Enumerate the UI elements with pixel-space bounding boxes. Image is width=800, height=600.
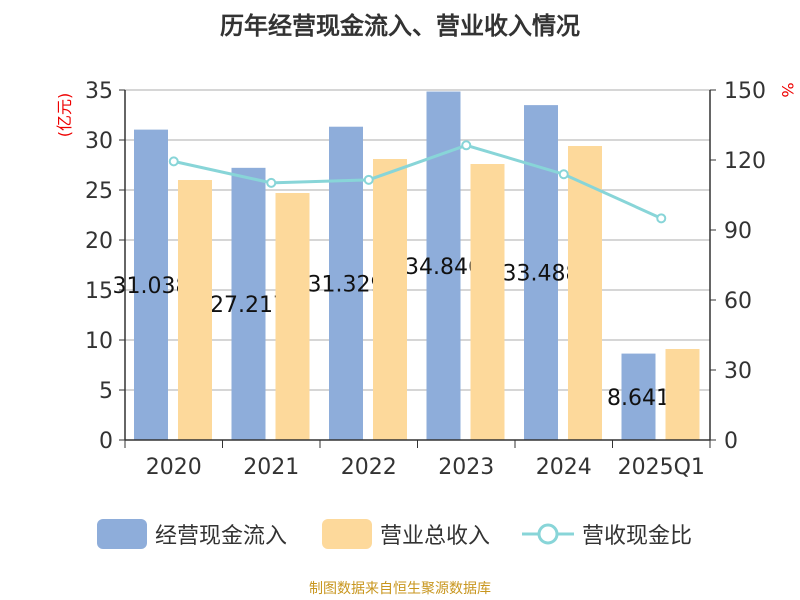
bar-revenue — [373, 159, 407, 440]
bar-revenue — [275, 193, 310, 440]
ratio-point — [461, 140, 472, 151]
bar-cash-inflow — [231, 167, 266, 440]
x-tick-label: 2023 — [438, 455, 494, 480]
left-tick-label: 5 — [99, 379, 113, 404]
left-tick-label: 20 — [85, 229, 113, 254]
bar-cash-inflow — [621, 353, 656, 440]
bar-label: 31.038 — [113, 274, 190, 299]
source-note: 制图数据来自恒生聚源数据库 — [309, 581, 491, 597]
ratio-point — [558, 169, 569, 180]
bar-revenue — [665, 349, 700, 440]
legend-swatch — [97, 519, 147, 549]
bar-cash-inflow — [134, 129, 168, 440]
bar-cash-inflow — [524, 105, 558, 441]
x-tick-label: 2025Q1 — [618, 455, 705, 480]
right-tick-label: 150 — [724, 79, 766, 104]
x-tick-label: 2021 — [243, 455, 299, 480]
bar-label: 8.641 — [607, 386, 670, 411]
right-tick-label: 0 — [724, 429, 738, 454]
ratio-line — [173, 143, 662, 220]
bar-revenue — [470, 164, 505, 440]
left-tick-label: 30 — [85, 129, 113, 154]
x-tick-label: 2020 — [146, 455, 202, 480]
legend-label: 经营现金流入 — [155, 524, 288, 549]
right-tick-label: 30 — [724, 359, 752, 384]
legend-item-revenue[interactable]: 营业总收入 — [322, 518, 490, 550]
right-axis-unit: % — [778, 82, 797, 97]
left-axis-unit: (亿元) — [55, 93, 74, 138]
legend-item-ratio[interactable]: 营收现金比 — [522, 518, 692, 550]
bar-label: 27.217 — [210, 293, 287, 318]
bar-label: 34.846 — [405, 255, 482, 280]
right-tick-label: 120 — [724, 149, 766, 174]
left-tick-label: 35 — [85, 79, 113, 104]
legend-label: 营收现金比 — [582, 524, 693, 549]
left-tick-label: 15 — [85, 279, 113, 304]
bar-label: 31.329 — [308, 272, 385, 297]
left-tick-label: 0 — [99, 429, 113, 454]
legend-swatch — [322, 519, 372, 549]
x-tick-label: 2022 — [341, 455, 397, 480]
legend-line-icon — [522, 523, 574, 545]
bar-revenue — [178, 180, 212, 440]
ratio-point — [656, 213, 667, 224]
bar-label: 33.488 — [503, 262, 580, 287]
left-tick-label: 25 — [85, 179, 113, 204]
legend-label: 营业总收入 — [380, 524, 491, 549]
bar-revenue — [568, 146, 602, 440]
ratio-point — [168, 156, 179, 167]
ratio-point — [266, 177, 277, 188]
right-tick-label: 60 — [724, 289, 752, 314]
chart-title: 历年经营现金流入、营业收入情况 — [220, 12, 580, 40]
ratio-point — [363, 174, 374, 185]
right-tick-label: 90 — [724, 219, 752, 244]
x-tick-label: 2024 — [536, 455, 592, 480]
left-tick-label: 10 — [85, 329, 113, 354]
legend-item-cash-inflow[interactable]: 经营现金流入 — [97, 518, 287, 550]
